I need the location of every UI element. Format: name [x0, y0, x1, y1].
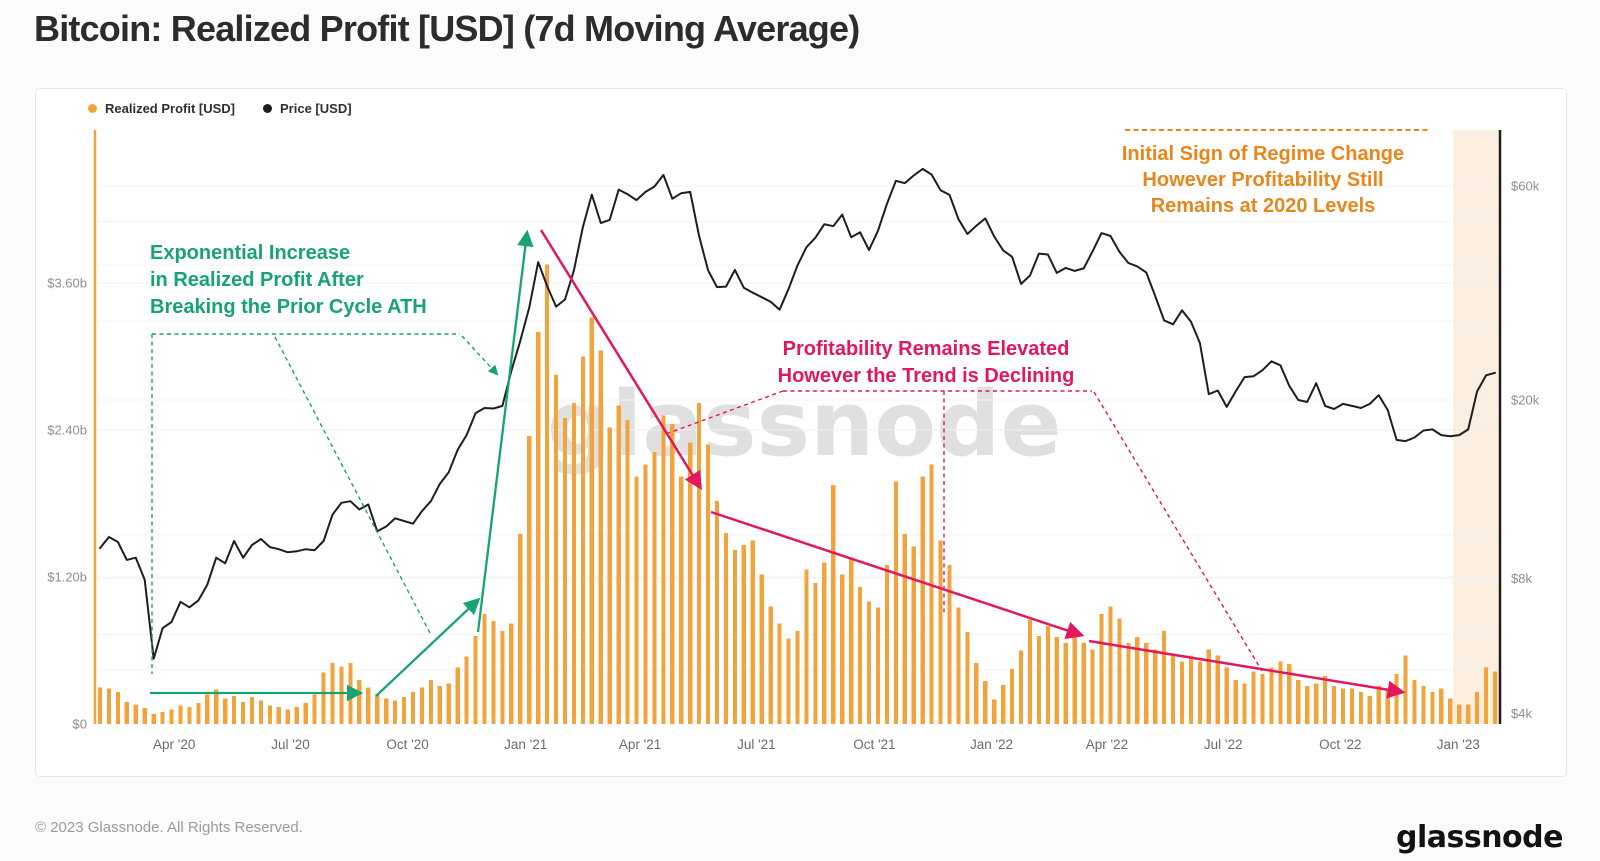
annotation-orange-text: Initial Sign of Regime Change However Pr…	[1100, 141, 1426, 219]
annotation-pink-text: Profitability Remains Elevated However t…	[748, 336, 1104, 390]
legend-item-realized-profit[interactable]: Realized Profit [USD]	[88, 101, 235, 116]
annotation-line: in Realized Profit After	[150, 269, 364, 291]
legend-dot-realized-profit-icon	[88, 104, 97, 113]
footer-copyright: © 2023 Glassnode. All Rights Reserved.	[35, 819, 303, 836]
legend-label-price: Price [USD]	[280, 101, 352, 116]
legend: Realized Profit [USD] Price [USD]	[88, 101, 352, 116]
legend-dot-price-icon	[263, 104, 273, 113]
annotation-line: Remains at 2020 Levels	[1150, 195, 1376, 217]
annotation-line: Breaking the Prior Cycle ATH	[150, 296, 427, 318]
annotation-line: Profitability Remains Elevated	[782, 338, 1070, 360]
glassnode-logo: glassnode	[1395, 820, 1564, 855]
annotation-line: Exponential Increase	[150, 242, 351, 264]
annotation-line: However Profitability Still	[1142, 169, 1384, 191]
annotation-green-text: Exponential Increase in Realized Profit …	[150, 240, 484, 321]
page-title: Bitcoin: Realized Profit [USD] (7d Movin…	[34, 8, 860, 49]
legend-label-realized-profit: Realized Profit [USD]	[105, 101, 236, 116]
annotation-line: Initial Sign of Regime Change	[1121, 143, 1405, 165]
annotation-line: However the Trend is Declining	[777, 365, 1075, 387]
legend-item-price[interactable]: Price [USD]	[263, 101, 352, 116]
